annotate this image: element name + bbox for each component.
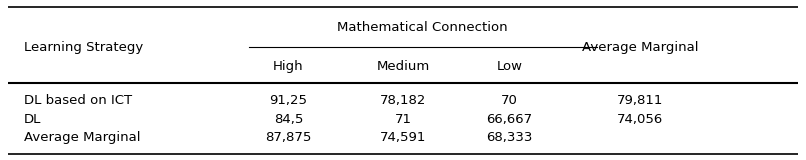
Text: 79,811: 79,811 xyxy=(617,94,663,107)
Text: Medium: Medium xyxy=(376,60,430,73)
Text: Low: Low xyxy=(496,60,522,73)
Text: 84,5: 84,5 xyxy=(274,113,303,126)
Text: Learning Strategy: Learning Strategy xyxy=(24,41,143,54)
Text: 87,875: 87,875 xyxy=(265,131,312,144)
Text: High: High xyxy=(273,60,304,73)
Text: 70: 70 xyxy=(501,94,518,107)
Text: 71: 71 xyxy=(394,113,412,126)
Text: Average Marginal: Average Marginal xyxy=(24,131,140,144)
Text: DL based on ICT: DL based on ICT xyxy=(24,94,132,107)
Text: 74,591: 74,591 xyxy=(380,131,426,144)
Text: 74,056: 74,056 xyxy=(617,113,663,126)
Text: DL: DL xyxy=(24,113,41,126)
Text: 68,333: 68,333 xyxy=(487,131,533,144)
Text: Mathematical Connection: Mathematical Connection xyxy=(338,21,508,34)
Text: 78,182: 78,182 xyxy=(380,94,426,107)
Text: 66,667: 66,667 xyxy=(487,113,533,126)
Text: 91,25: 91,25 xyxy=(269,94,307,107)
Text: Average Marginal: Average Marginal xyxy=(582,41,698,54)
